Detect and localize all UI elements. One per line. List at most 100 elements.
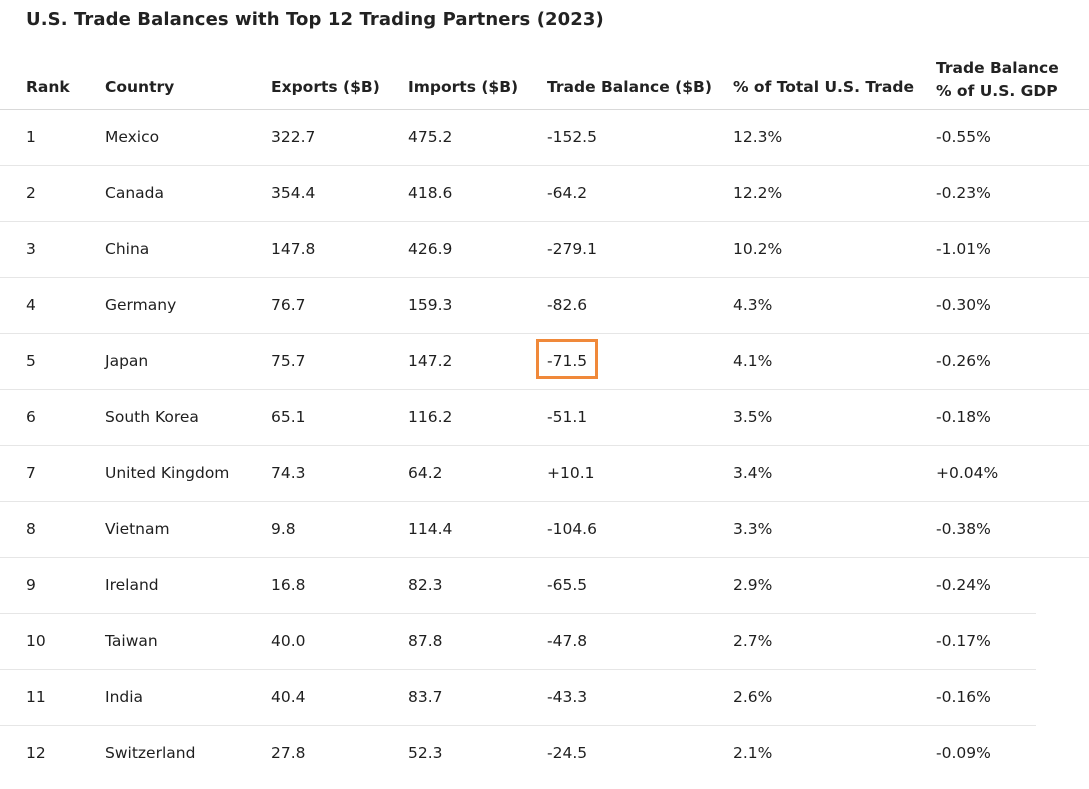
cell-balance-pct-gdp: +0.04% — [936, 464, 999, 482]
cell-balance-pct-gdp: -0.30% — [936, 296, 991, 314]
cell-share-total-trade: 12.3% — [733, 128, 783, 146]
cell-country: Canada — [105, 184, 164, 202]
cell-trade-balance: -104.6 — [547, 520, 597, 538]
cell-rank: 4 — [26, 296, 36, 314]
cell-country: Japan — [105, 352, 149, 370]
cell-country: Ireland — [105, 576, 159, 594]
cell-country: Mexico — [105, 128, 160, 146]
cell-balance-pct-gdp: -0.26% — [936, 352, 991, 370]
cell-imports: 82.3 — [408, 576, 443, 594]
cell-imports: 159.3 — [408, 296, 453, 314]
cell-imports: 116.2 — [408, 408, 453, 426]
cell-exports: 354.4 — [271, 184, 316, 202]
cell-balance-pct-gdp: -0.18% — [936, 408, 991, 426]
cell-rank: 5 — [26, 352, 36, 370]
cell-country: Switzerland — [105, 744, 196, 762]
cell-rank: 9 — [26, 576, 36, 594]
cell-balance-pct-gdp: -0.23% — [936, 184, 991, 202]
cell-balance-pct-gdp: -0.55% — [936, 128, 991, 146]
cell-share-total-trade: 10.2% — [733, 240, 783, 258]
cell-share-total-trade: 4.1% — [733, 352, 773, 370]
cell-country: Germany — [105, 296, 177, 314]
cell-rank: 2 — [26, 184, 36, 202]
table-row: 2 Canada 354.4 418.6 -64.2 12.2% -0.23% — [0, 166, 1089, 222]
cell-country: India — [105, 688, 144, 706]
cell-imports: 52.3 — [408, 744, 443, 762]
table-row: 10 Taiwan 40.0 87.8 -47.8 2.7% -0.17% — [0, 614, 1036, 670]
cell-trade-balance: -279.1 — [547, 240, 597, 258]
cell-exports: 75.7 — [271, 352, 306, 370]
cell-share-total-trade: 2.7% — [733, 632, 773, 650]
cell-balance-pct-gdp: -0.38% — [936, 520, 991, 538]
cell-trade-balance: -82.6 — [547, 296, 588, 314]
cell-imports: 147.2 — [408, 352, 453, 370]
table-header: Rank Country Exports ($B) Imports ($B) T… — [0, 52, 1089, 110]
cell-balance-pct-gdp: -0.09% — [936, 744, 991, 762]
cell-rank: 7 — [26, 464, 36, 482]
page-title: U.S. Trade Balances with Top 12 Trading … — [26, 9, 604, 30]
cell-trade-balance: -51.1 — [547, 408, 588, 426]
cell-exports: 9.8 — [271, 520, 296, 538]
cell-imports: 87.8 — [408, 632, 443, 650]
cell-exports: 27.8 — [271, 744, 306, 762]
cell-exports: 147.8 — [271, 240, 316, 258]
cell-balance-pct-gdp: -0.16% — [936, 688, 991, 706]
cell-rank: 3 — [26, 240, 36, 258]
cell-balance-pct-gdp: -0.24% — [936, 576, 991, 594]
cell-trade-balance: -71.5 — [547, 352, 588, 370]
table-row: 8 Vietnam 9.8 114.4 -104.6 3.3% -0.38% — [0, 502, 1089, 558]
cell-share-total-trade: 2.9% — [733, 576, 773, 594]
cell-imports: 64.2 — [408, 464, 443, 482]
cell-trade-balance: -65.5 — [547, 576, 588, 594]
cell-balance-pct-gdp: -0.17% — [936, 632, 991, 650]
table-row: 5 Japan 75.7 147.2 -71.5 4.1% -0.26% — [0, 334, 1089, 390]
cell-rank: 8 — [26, 520, 36, 538]
header-balance-pct-gdp-line1: Trade Balance — [936, 59, 1059, 77]
cell-country: United Kingdom — [105, 464, 230, 482]
header-balance-pct-gdp: Trade Balance % of U.S. GDP — [936, 57, 1059, 103]
header-rank: Rank — [26, 78, 70, 96]
table-row: 7 United Kingdom 74.3 64.2 +10.1 3.4% +0.04% — [0, 446, 1089, 502]
cell-rank: 12 — [26, 744, 46, 762]
cell-imports: 114.4 — [408, 520, 453, 538]
cell-share-total-trade: 3.3% — [733, 520, 773, 538]
cell-rank: 11 — [26, 688, 46, 706]
cell-imports: 83.7 — [408, 688, 443, 706]
cell-trade-balance: -47.8 — [547, 632, 588, 650]
cell-share-total-trade: 12.2% — [733, 184, 783, 202]
header-exports: Exports ($B) — [271, 78, 380, 96]
table-row: 3 China 147.8 426.9 -279.1 10.2% -1.01% — [0, 222, 1089, 278]
cell-balance-pct-gdp: -1.01% — [936, 240, 991, 258]
cell-country: Taiwan — [105, 632, 158, 650]
table-row: 12 Switzerland 27.8 52.3 -24.5 2.1% -0.09% — [0, 726, 1036, 781]
cell-share-total-trade: 2.6% — [733, 688, 773, 706]
cell-exports: 40.0 — [271, 632, 306, 650]
cell-exports: 65.1 — [271, 408, 306, 426]
header-balance-pct-gdp-line2: % of U.S. GDP — [936, 82, 1058, 100]
header-imports: Imports ($B) — [408, 78, 519, 96]
table-row: 4 Germany 76.7 159.3 -82.6 4.3% -0.30% — [0, 278, 1089, 334]
header-country: Country — [105, 78, 175, 96]
cell-trade-balance: -24.5 — [547, 744, 588, 762]
cell-exports: 40.4 — [271, 688, 306, 706]
table-row: 6 South Korea 65.1 116.2 -51.1 3.5% -0.18% — [0, 390, 1089, 446]
cell-country: Vietnam — [105, 520, 170, 538]
cell-country: China — [105, 240, 150, 258]
cell-exports: 322.7 — [271, 128, 316, 146]
cell-rank: 1 — [26, 128, 36, 146]
table-row: 9 Ireland 16.8 82.3 -65.5 2.9% -0.24% — [0, 558, 1036, 614]
header-trade-balance: Trade Balance ($B) — [547, 78, 712, 96]
cell-share-total-trade: 2.1% — [733, 744, 773, 762]
cell-imports: 418.6 — [408, 184, 453, 202]
cell-share-total-trade: 4.3% — [733, 296, 773, 314]
table-body: 1 Mexico 322.7 475.2 -152.5 12.3% -0.55% 2 Canad… — [0, 110, 1089, 781]
cell-exports: 74.3 — [271, 464, 306, 482]
cell-trade-balance: -64.2 — [547, 184, 588, 202]
cell-trade-balance: +10.1 — [547, 464, 595, 482]
cell-imports: 475.2 — [408, 128, 453, 146]
cell-exports: 16.8 — [271, 576, 306, 594]
cell-exports: 76.7 — [271, 296, 306, 314]
cell-imports: 426.9 — [408, 240, 453, 258]
table-row: 11 India 40.4 83.7 -43.3 2.6% -0.16% — [0, 670, 1036, 726]
cell-rank: 10 — [26, 632, 46, 650]
